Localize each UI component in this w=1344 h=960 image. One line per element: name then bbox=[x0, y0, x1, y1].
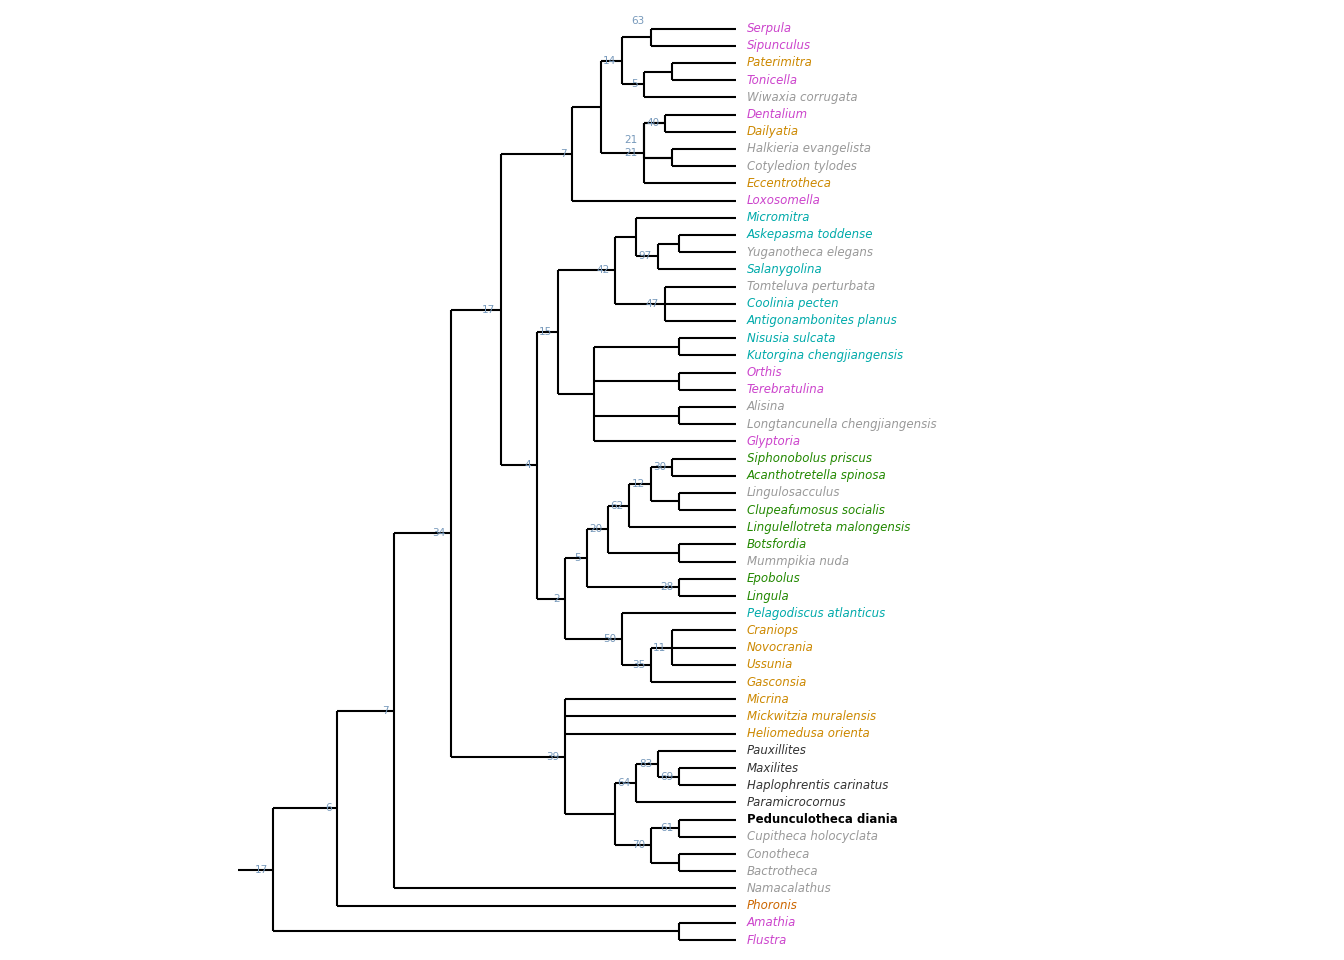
Text: Tonicella: Tonicella bbox=[747, 74, 798, 86]
Text: Haplophrentis carinatus: Haplophrentis carinatus bbox=[747, 779, 888, 792]
Text: 12: 12 bbox=[632, 479, 645, 490]
Text: Nisusia sulcata: Nisusia sulcata bbox=[747, 331, 835, 345]
Text: 6: 6 bbox=[325, 804, 332, 813]
Text: 21: 21 bbox=[625, 135, 638, 145]
Text: 69: 69 bbox=[660, 772, 673, 781]
Text: 17: 17 bbox=[254, 865, 267, 875]
Text: Flustra: Flustra bbox=[747, 933, 788, 947]
Text: Sipunculus: Sipunculus bbox=[747, 39, 810, 52]
Text: 14: 14 bbox=[603, 56, 617, 66]
Text: Serpula: Serpula bbox=[747, 22, 792, 36]
Text: Conotheca: Conotheca bbox=[747, 848, 810, 860]
Text: Gasconsia: Gasconsia bbox=[747, 676, 808, 688]
Text: 42: 42 bbox=[597, 265, 609, 276]
Text: 61: 61 bbox=[660, 824, 673, 833]
Text: Lingula: Lingula bbox=[747, 589, 789, 603]
Text: 97: 97 bbox=[638, 252, 652, 261]
Text: 34: 34 bbox=[433, 528, 446, 539]
Text: 17: 17 bbox=[482, 304, 496, 315]
Text: Yuganotheca elegans: Yuganotheca elegans bbox=[747, 246, 872, 258]
Text: 83: 83 bbox=[638, 758, 652, 769]
Text: 7: 7 bbox=[560, 149, 567, 158]
Text: 40: 40 bbox=[646, 118, 659, 128]
Text: Siphonobolus priscus: Siphonobolus priscus bbox=[747, 452, 872, 465]
Text: Askepasma toddense: Askepasma toddense bbox=[747, 228, 874, 241]
Text: 28: 28 bbox=[660, 583, 673, 592]
Text: Clupeafumosus socialis: Clupeafumosus socialis bbox=[747, 504, 884, 516]
Text: Lingulosacculus: Lingulosacculus bbox=[747, 487, 840, 499]
Text: Mummpikia nuda: Mummpikia nuda bbox=[747, 555, 849, 568]
Text: Lingulellotreta malongensis: Lingulellotreta malongensis bbox=[747, 520, 910, 534]
Text: Longtancunella chengjiangensis: Longtancunella chengjiangensis bbox=[747, 418, 937, 431]
Text: Novocrania: Novocrania bbox=[747, 641, 813, 654]
Text: Glyptoria: Glyptoria bbox=[747, 435, 801, 447]
Text: Pedunculotheca diania: Pedunculotheca diania bbox=[747, 813, 898, 827]
Text: 39: 39 bbox=[546, 752, 559, 762]
Text: 70: 70 bbox=[632, 840, 645, 851]
Text: Acanthotretella spinosa: Acanthotretella spinosa bbox=[747, 469, 887, 482]
Text: Paramicrocornus: Paramicrocornus bbox=[747, 796, 847, 809]
Text: Tomteluva perturbata: Tomteluva perturbata bbox=[747, 280, 875, 293]
Text: Terebratulina: Terebratulina bbox=[747, 383, 825, 396]
Text: Pelagodiscus atlanticus: Pelagodiscus atlanticus bbox=[747, 607, 884, 620]
Text: 20: 20 bbox=[589, 524, 602, 535]
Text: Mickwitzia muralensis: Mickwitzia muralensis bbox=[747, 710, 876, 723]
Text: 4: 4 bbox=[524, 461, 531, 470]
Text: Phoronis: Phoronis bbox=[747, 900, 797, 912]
Text: Loxosomella: Loxosomella bbox=[747, 194, 821, 207]
Text: Wiwaxia corrugata: Wiwaxia corrugata bbox=[747, 91, 857, 104]
Text: Micromitra: Micromitra bbox=[747, 211, 810, 225]
Text: 30: 30 bbox=[653, 462, 667, 472]
Text: 2: 2 bbox=[552, 594, 559, 604]
Text: 63: 63 bbox=[632, 15, 645, 26]
Text: Cotyledion tylodes: Cotyledion tylodes bbox=[747, 159, 856, 173]
Text: Kutorgina chengjiangensis: Kutorgina chengjiangensis bbox=[747, 348, 903, 362]
Text: 35: 35 bbox=[632, 660, 645, 670]
Text: Namacalathus: Namacalathus bbox=[747, 882, 832, 895]
Text: Heliomedusa orienta: Heliomedusa orienta bbox=[747, 727, 870, 740]
Text: Cupitheca holocyclata: Cupitheca holocyclata bbox=[747, 830, 878, 843]
Text: 21: 21 bbox=[625, 148, 638, 158]
Text: Micrina: Micrina bbox=[747, 693, 789, 706]
Text: Alisina: Alisina bbox=[747, 400, 785, 414]
Text: Amathia: Amathia bbox=[747, 917, 796, 929]
Text: Craniops: Craniops bbox=[747, 624, 798, 637]
Text: 50: 50 bbox=[603, 634, 617, 644]
Text: Epobolus: Epobolus bbox=[747, 572, 801, 586]
Text: Orthis: Orthis bbox=[747, 366, 782, 379]
Text: 62: 62 bbox=[610, 501, 624, 511]
Text: 64: 64 bbox=[617, 779, 630, 788]
Text: Bactrotheca: Bactrotheca bbox=[747, 865, 818, 877]
Text: Coolinia pecten: Coolinia pecten bbox=[747, 298, 839, 310]
Text: Antigonambonites planus: Antigonambonites planus bbox=[747, 315, 898, 327]
Text: Eccentrotheca: Eccentrotheca bbox=[747, 177, 832, 190]
Text: 5: 5 bbox=[632, 80, 638, 89]
Text: Dailyatia: Dailyatia bbox=[747, 125, 798, 138]
Text: 7: 7 bbox=[382, 706, 388, 716]
Text: 47: 47 bbox=[646, 299, 659, 309]
Text: Halkieria evangelista: Halkieria evangelista bbox=[747, 142, 871, 156]
Text: Botsfordia: Botsfordia bbox=[747, 538, 806, 551]
Text: Dentalium: Dentalium bbox=[747, 108, 808, 121]
Text: 11: 11 bbox=[653, 642, 667, 653]
Text: Ussunia: Ussunia bbox=[747, 659, 793, 671]
Text: Maxilites: Maxilites bbox=[747, 761, 798, 775]
Text: Pauxillites: Pauxillites bbox=[747, 744, 806, 757]
Text: 5: 5 bbox=[574, 554, 581, 564]
Text: Salanygolina: Salanygolina bbox=[747, 263, 823, 276]
Text: 15: 15 bbox=[539, 327, 552, 337]
Text: Paterimitra: Paterimitra bbox=[747, 57, 813, 69]
